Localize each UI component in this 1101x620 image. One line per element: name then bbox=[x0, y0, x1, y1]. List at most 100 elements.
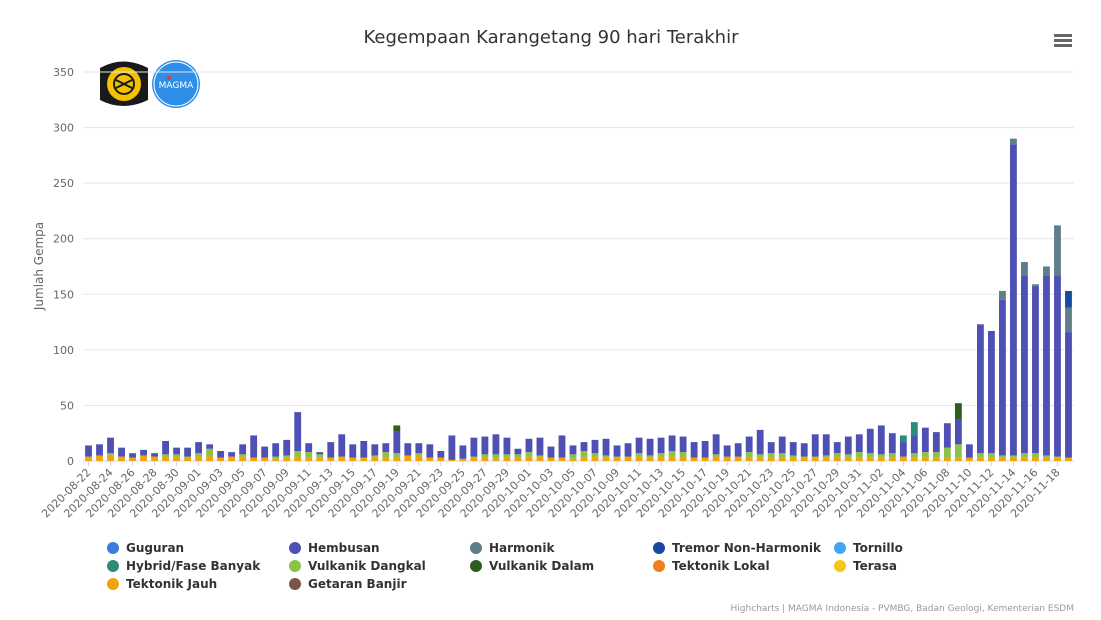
bar-segment[interactable] bbox=[316, 454, 324, 458]
bar-segment[interactable] bbox=[965, 444, 973, 458]
bar-segment[interactable] bbox=[1010, 144, 1017, 456]
bar-segment[interactable] bbox=[173, 456, 181, 461]
bar-segment[interactable] bbox=[668, 450, 676, 457]
bar-segment[interactable] bbox=[591, 456, 599, 461]
legend-item[interactable]: Hybrid/Fase Banyak bbox=[107, 559, 261, 573]
bar-segment[interactable] bbox=[294, 456, 302, 461]
bar-segment[interactable] bbox=[1043, 275, 1050, 456]
bar-segment[interactable] bbox=[492, 454, 500, 459]
bar-segment[interactable] bbox=[635, 437, 643, 454]
bar-segment[interactable] bbox=[668, 435, 676, 451]
bar-segment[interactable] bbox=[756, 454, 764, 458]
bar-segment[interactable] bbox=[613, 445, 621, 457]
bar-segment[interactable] bbox=[855, 452, 863, 458]
credits[interactable]: Highcharts | MAGMA Indonesia - PVMBG, Ba… bbox=[731, 604, 1074, 614]
bar-segment[interactable] bbox=[855, 434, 863, 453]
bar-segment[interactable] bbox=[217, 450, 225, 458]
bar-segment[interactable] bbox=[866, 457, 874, 461]
bar-segment[interactable] bbox=[206, 448, 214, 456]
menu-icon[interactable] bbox=[1054, 34, 1072, 47]
bar-segment[interactable] bbox=[107, 437, 114, 454]
bar-segment[interactable] bbox=[999, 455, 1006, 458]
bar-segment[interactable] bbox=[107, 453, 114, 456]
bar-segment[interactable] bbox=[481, 454, 489, 458]
bar-segment[interactable] bbox=[1054, 275, 1061, 457]
bar-segment[interactable] bbox=[338, 456, 346, 461]
bar-segment[interactable] bbox=[910, 453, 918, 458]
bar-segment[interactable] bbox=[976, 457, 984, 461]
bar-segment[interactable] bbox=[778, 453, 786, 458]
bar-segment[interactable] bbox=[1032, 457, 1039, 461]
bar-segment[interactable] bbox=[547, 446, 555, 458]
bar-segment[interactable] bbox=[184, 457, 192, 461]
bar-segment[interactable] bbox=[877, 425, 885, 455]
bar-segment[interactable] bbox=[976, 324, 984, 454]
bar-segment[interactable] bbox=[184, 456, 192, 458]
bar-segment[interactable] bbox=[943, 447, 951, 458]
bar-segment[interactable] bbox=[767, 442, 775, 454]
bar-segment[interactable] bbox=[800, 457, 808, 461]
bar-segment[interactable] bbox=[811, 456, 819, 458]
bar-segment[interactable] bbox=[96, 455, 103, 461]
bar-segment[interactable] bbox=[129, 453, 136, 458]
bar-segment[interactable] bbox=[470, 457, 478, 461]
bar-segment[interactable] bbox=[833, 456, 841, 461]
bar-segment[interactable] bbox=[514, 448, 522, 455]
bar-segment[interactable] bbox=[943, 457, 951, 461]
bar-segment[interactable] bbox=[85, 456, 92, 461]
bar-segment[interactable] bbox=[988, 453, 995, 458]
bar-segment[interactable] bbox=[261, 446, 269, 458]
bar-segment[interactable] bbox=[1032, 284, 1039, 287]
bar-segment[interactable] bbox=[701, 440, 709, 458]
bar-segment[interactable] bbox=[822, 434, 830, 456]
bar-segment[interactable] bbox=[822, 457, 830, 461]
bar-segment[interactable] bbox=[415, 443, 423, 454]
bar-segment[interactable] bbox=[239, 444, 247, 455]
bar-segment[interactable] bbox=[932, 452, 940, 458]
bar-segment[interactable] bbox=[360, 440, 368, 458]
bar-segment[interactable] bbox=[690, 442, 698, 458]
bar-segment[interactable] bbox=[767, 453, 775, 458]
bar-segment[interactable] bbox=[756, 429, 764, 455]
bar-segment[interactable] bbox=[910, 435, 918, 454]
bar-segment[interactable] bbox=[283, 455, 291, 458]
bar-segment[interactable] bbox=[426, 444, 434, 458]
bar-segment[interactable] bbox=[514, 454, 522, 458]
bar-segment[interactable] bbox=[888, 453, 896, 458]
legend-item[interactable]: Tornillo bbox=[834, 541, 903, 555]
bar-segment[interactable] bbox=[140, 449, 147, 456]
bar-segment[interactable] bbox=[1043, 455, 1050, 458]
bar-segment[interactable] bbox=[844, 436, 852, 455]
bar-segment[interactable] bbox=[283, 439, 291, 456]
bar-segment[interactable] bbox=[382, 443, 390, 453]
bar-segment[interactable] bbox=[701, 457, 709, 461]
bar-segment[interactable] bbox=[921, 427, 929, 453]
bar-segment[interactable] bbox=[712, 434, 720, 455]
bar-segment[interactable] bbox=[855, 457, 863, 461]
bar-segment[interactable] bbox=[602, 438, 610, 456]
legend-item[interactable]: Tektonik Jauh bbox=[107, 577, 217, 591]
legend-item[interactable]: Tektonik Lokal bbox=[653, 559, 770, 573]
bar-segment[interactable] bbox=[206, 444, 214, 449]
bar-segment[interactable] bbox=[272, 443, 280, 457]
bar-segment[interactable] bbox=[162, 456, 169, 461]
bar-segment[interactable] bbox=[999, 457, 1006, 461]
bar-segment[interactable] bbox=[976, 453, 984, 458]
bar-segment[interactable] bbox=[272, 458, 280, 461]
bar-segment[interactable] bbox=[459, 458, 467, 461]
bar-segment[interactable] bbox=[789, 455, 797, 458]
bar-segment[interactable] bbox=[811, 457, 819, 461]
bar-segment[interactable] bbox=[96, 444, 103, 456]
bar-segment[interactable] bbox=[1021, 262, 1028, 276]
bar-segment[interactable] bbox=[426, 457, 434, 461]
bar-segment[interactable] bbox=[558, 457, 566, 461]
bar-segment[interactable] bbox=[899, 435, 907, 443]
legend-item[interactable]: Hembusan bbox=[289, 541, 380, 555]
bar-segment[interactable] bbox=[404, 455, 412, 461]
bar-segment[interactable] bbox=[635, 456, 643, 461]
bar-segment[interactable] bbox=[294, 450, 302, 457]
bar-segment[interactable] bbox=[393, 453, 401, 458]
bar-segment[interactable] bbox=[349, 457, 357, 461]
bar-segment[interactable] bbox=[151, 453, 158, 457]
bar-segment[interactable] bbox=[437, 457, 445, 461]
